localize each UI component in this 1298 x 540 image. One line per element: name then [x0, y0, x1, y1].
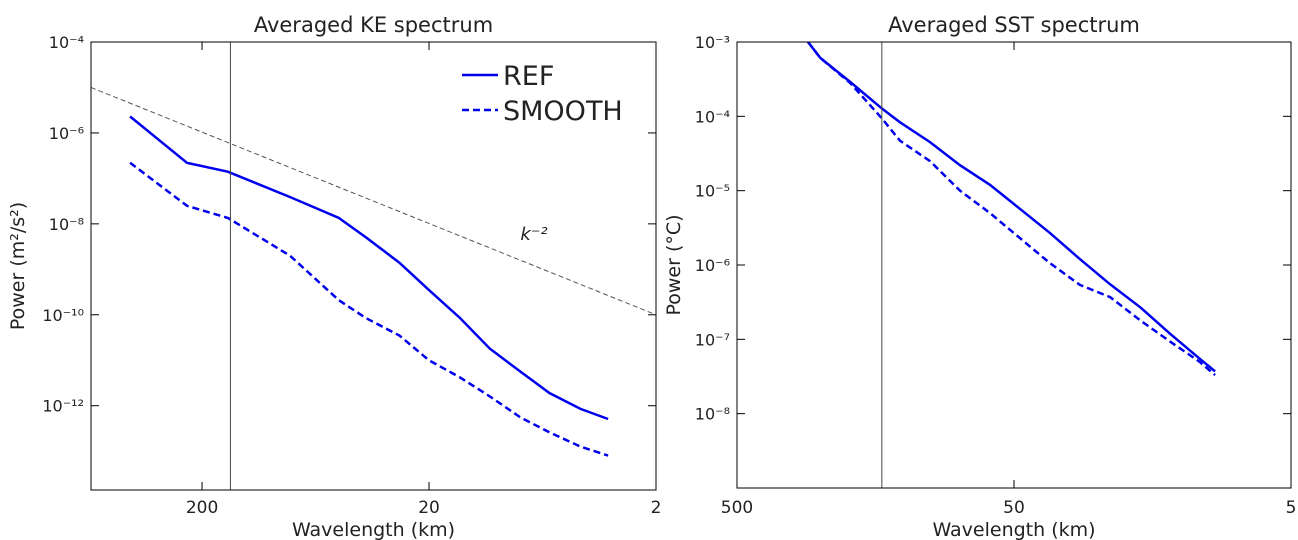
- annotation: k⁻²: [520, 224, 547, 245]
- axes-frame: [90, 41, 657, 491]
- series-line: [129, 161, 609, 457]
- x-axis-label: Wavelength (km): [292, 519, 455, 540]
- y-tick-label: 10⁻¹⁰: [42, 306, 84, 325]
- y-tick-label: 10⁻⁴: [49, 33, 84, 52]
- x-axis-label: Wavelength (km): [932, 519, 1095, 540]
- series-line: [807, 42, 1216, 377]
- x-tick-label: 20: [418, 498, 440, 518]
- x-tick-label: 2: [651, 498, 662, 518]
- plot-area: [91, 87, 656, 457]
- y-tick-label: 10⁻⁶: [49, 124, 84, 143]
- x-tick-label: 50: [1003, 498, 1025, 518]
- y-tick-label: 10⁻⁶: [695, 256, 730, 275]
- series-line: [807, 42, 1216, 373]
- chart-title: Averaged SST spectrum: [888, 13, 1140, 37]
- reference-line: [91, 87, 656, 316]
- y-tick-label: 10⁻⁸: [695, 405, 730, 424]
- y-tick-label: 10⁻¹²: [42, 397, 84, 416]
- series-line: [129, 115, 609, 421]
- legend-label: REF: [503, 61, 554, 92]
- y-tick-label: 10⁻³: [695, 33, 730, 52]
- plot-area: [807, 42, 1216, 377]
- y-tick-label: 10⁻⁵: [695, 182, 730, 201]
- x-tick-label: 5: [1286, 498, 1297, 518]
- y-tick-label: 10⁻⁸: [49, 215, 84, 234]
- axes-frame: [736, 41, 1292, 489]
- legend-label: SMOOTH: [503, 96, 623, 127]
- y-axis-label: Power (m²/s²): [7, 202, 29, 330]
- y-axis-label: Power (°C): [663, 214, 685, 315]
- x-tick-label: 500: [721, 498, 753, 518]
- chart-title: Averaged KE spectrum: [254, 13, 493, 37]
- y-tick-label: 10⁻⁷: [695, 330, 730, 349]
- y-tick-label: 10⁻⁴: [695, 107, 730, 126]
- x-tick-label: 200: [186, 498, 218, 518]
